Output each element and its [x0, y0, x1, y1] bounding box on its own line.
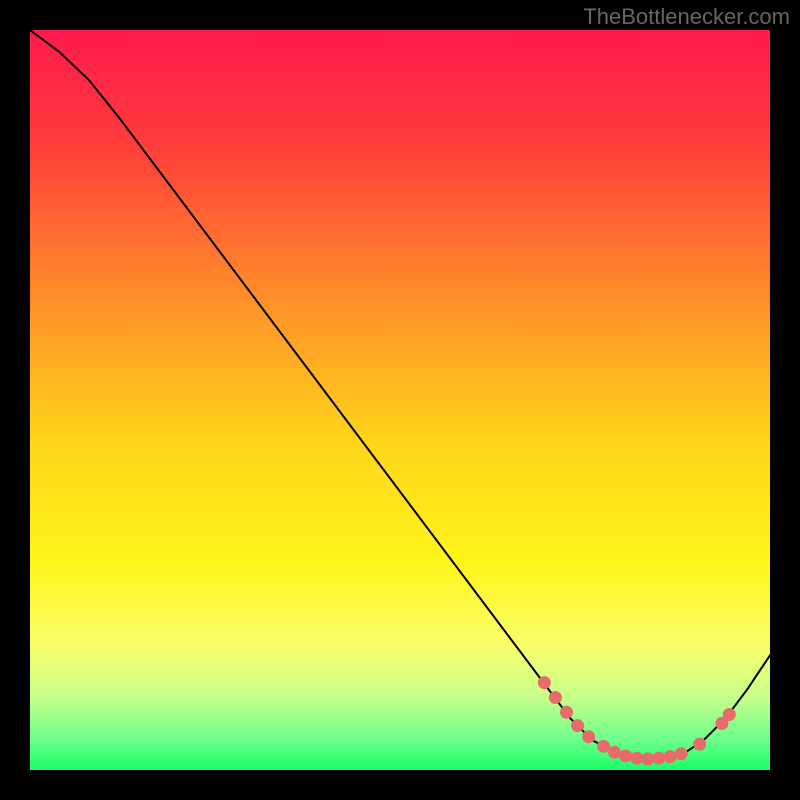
- marker-point: [693, 738, 706, 751]
- marker-point: [619, 749, 632, 762]
- chart-background: [30, 30, 770, 770]
- watermark-text: TheBottlenecker.com: [583, 4, 790, 30]
- marker-point: [549, 691, 562, 704]
- marker-point: [582, 730, 595, 743]
- marker-point: [538, 676, 551, 689]
- marker-point: [571, 719, 584, 732]
- marker-point: [675, 747, 688, 760]
- chart-svg: [30, 30, 770, 770]
- marker-point: [608, 746, 621, 759]
- marker-point: [560, 706, 573, 719]
- marker-point: [597, 740, 610, 753]
- marker-point: [653, 752, 666, 765]
- marker-point: [630, 752, 643, 765]
- marker-point: [723, 708, 736, 721]
- chart-plot-area: [30, 30, 770, 770]
- marker-point: [641, 752, 654, 765]
- marker-point: [664, 750, 677, 763]
